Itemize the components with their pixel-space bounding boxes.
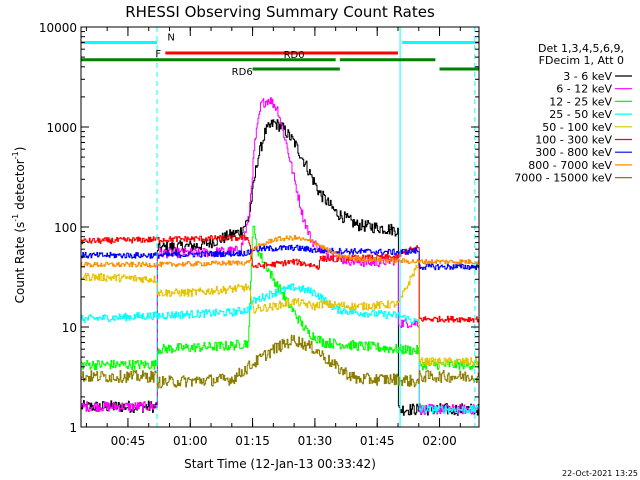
series-line-9 bbox=[81, 334, 479, 389]
legend-header-line-1: Det 1,3,4,5,6,9, bbox=[538, 42, 624, 55]
x-tick-label: 01:00 bbox=[173, 434, 208, 448]
series-line-1 bbox=[81, 119, 479, 416]
legend: Det 1,3,4,5,6,9, FDecim 1, Att 0 3 - 6 k… bbox=[514, 42, 632, 185]
annotation-label-f: F bbox=[155, 49, 161, 60]
x-tick-label: 01:15 bbox=[235, 434, 270, 448]
legend-entry-label: 12 - 25 keV bbox=[549, 95, 612, 108]
x-tick-label: 01:45 bbox=[360, 434, 395, 448]
x-tick-label: 02:00 bbox=[422, 434, 457, 448]
series-line-6 bbox=[81, 234, 479, 323]
y-tick-label: 10000 bbox=[39, 21, 77, 35]
annotation-label-rd0: RD0 bbox=[284, 50, 305, 61]
plot-area: NF RD0 RD6 1 10 100 1000 10000 00:45 01:00 01:15 01… bbox=[39, 21, 480, 448]
y-tick-label: 10 bbox=[62, 321, 77, 335]
x-tick-label: 00:45 bbox=[111, 434, 146, 448]
legend-entry-label: 25 - 50 keV bbox=[549, 108, 612, 121]
y-tick-label: 1 bbox=[69, 421, 77, 435]
legend-entry-label: 100 - 300 keV bbox=[535, 134, 612, 147]
series-line-4 bbox=[81, 283, 479, 414]
legend-entry-label: 50 - 100 keV bbox=[542, 121, 612, 134]
legend-entry-label: 300 - 800 keV bbox=[535, 146, 612, 159]
x-tick-label: 01:30 bbox=[298, 434, 333, 448]
legend-header-line-2: FDecim 1, Att 0 bbox=[539, 54, 624, 67]
series-line-3 bbox=[81, 225, 479, 371]
data-layer bbox=[81, 27, 479, 427]
series-line-5 bbox=[81, 258, 479, 367]
y-axis-label: Count Rate (s-1 detector-1) bbox=[11, 147, 27, 304]
legend-entry-label: 800 - 7000 keV bbox=[528, 159, 612, 172]
series-line-8 bbox=[81, 235, 479, 268]
legend-entry-label: 7000 - 15000 keV bbox=[514, 172, 612, 185]
annotation-label-n: N bbox=[167, 32, 174, 43]
y-tick-label: 1000 bbox=[46, 121, 77, 135]
series-line-7 bbox=[81, 244, 479, 271]
legend-entry-label: 6 - 12 keV bbox=[556, 83, 612, 96]
annotation-label-rd6: RD6 bbox=[232, 67, 253, 78]
y-tick-label: 100 bbox=[54, 221, 77, 235]
chart-title: RHESSI Observing Summary Count Rates bbox=[125, 3, 435, 21]
x-axis-label: Start Time (12-Jan-13 00:33:42) bbox=[184, 457, 376, 471]
legend-entry-label: 3 - 6 keV bbox=[563, 70, 612, 83]
footer-timestamp: 22-Oct-2021 13:25 bbox=[562, 469, 638, 478]
